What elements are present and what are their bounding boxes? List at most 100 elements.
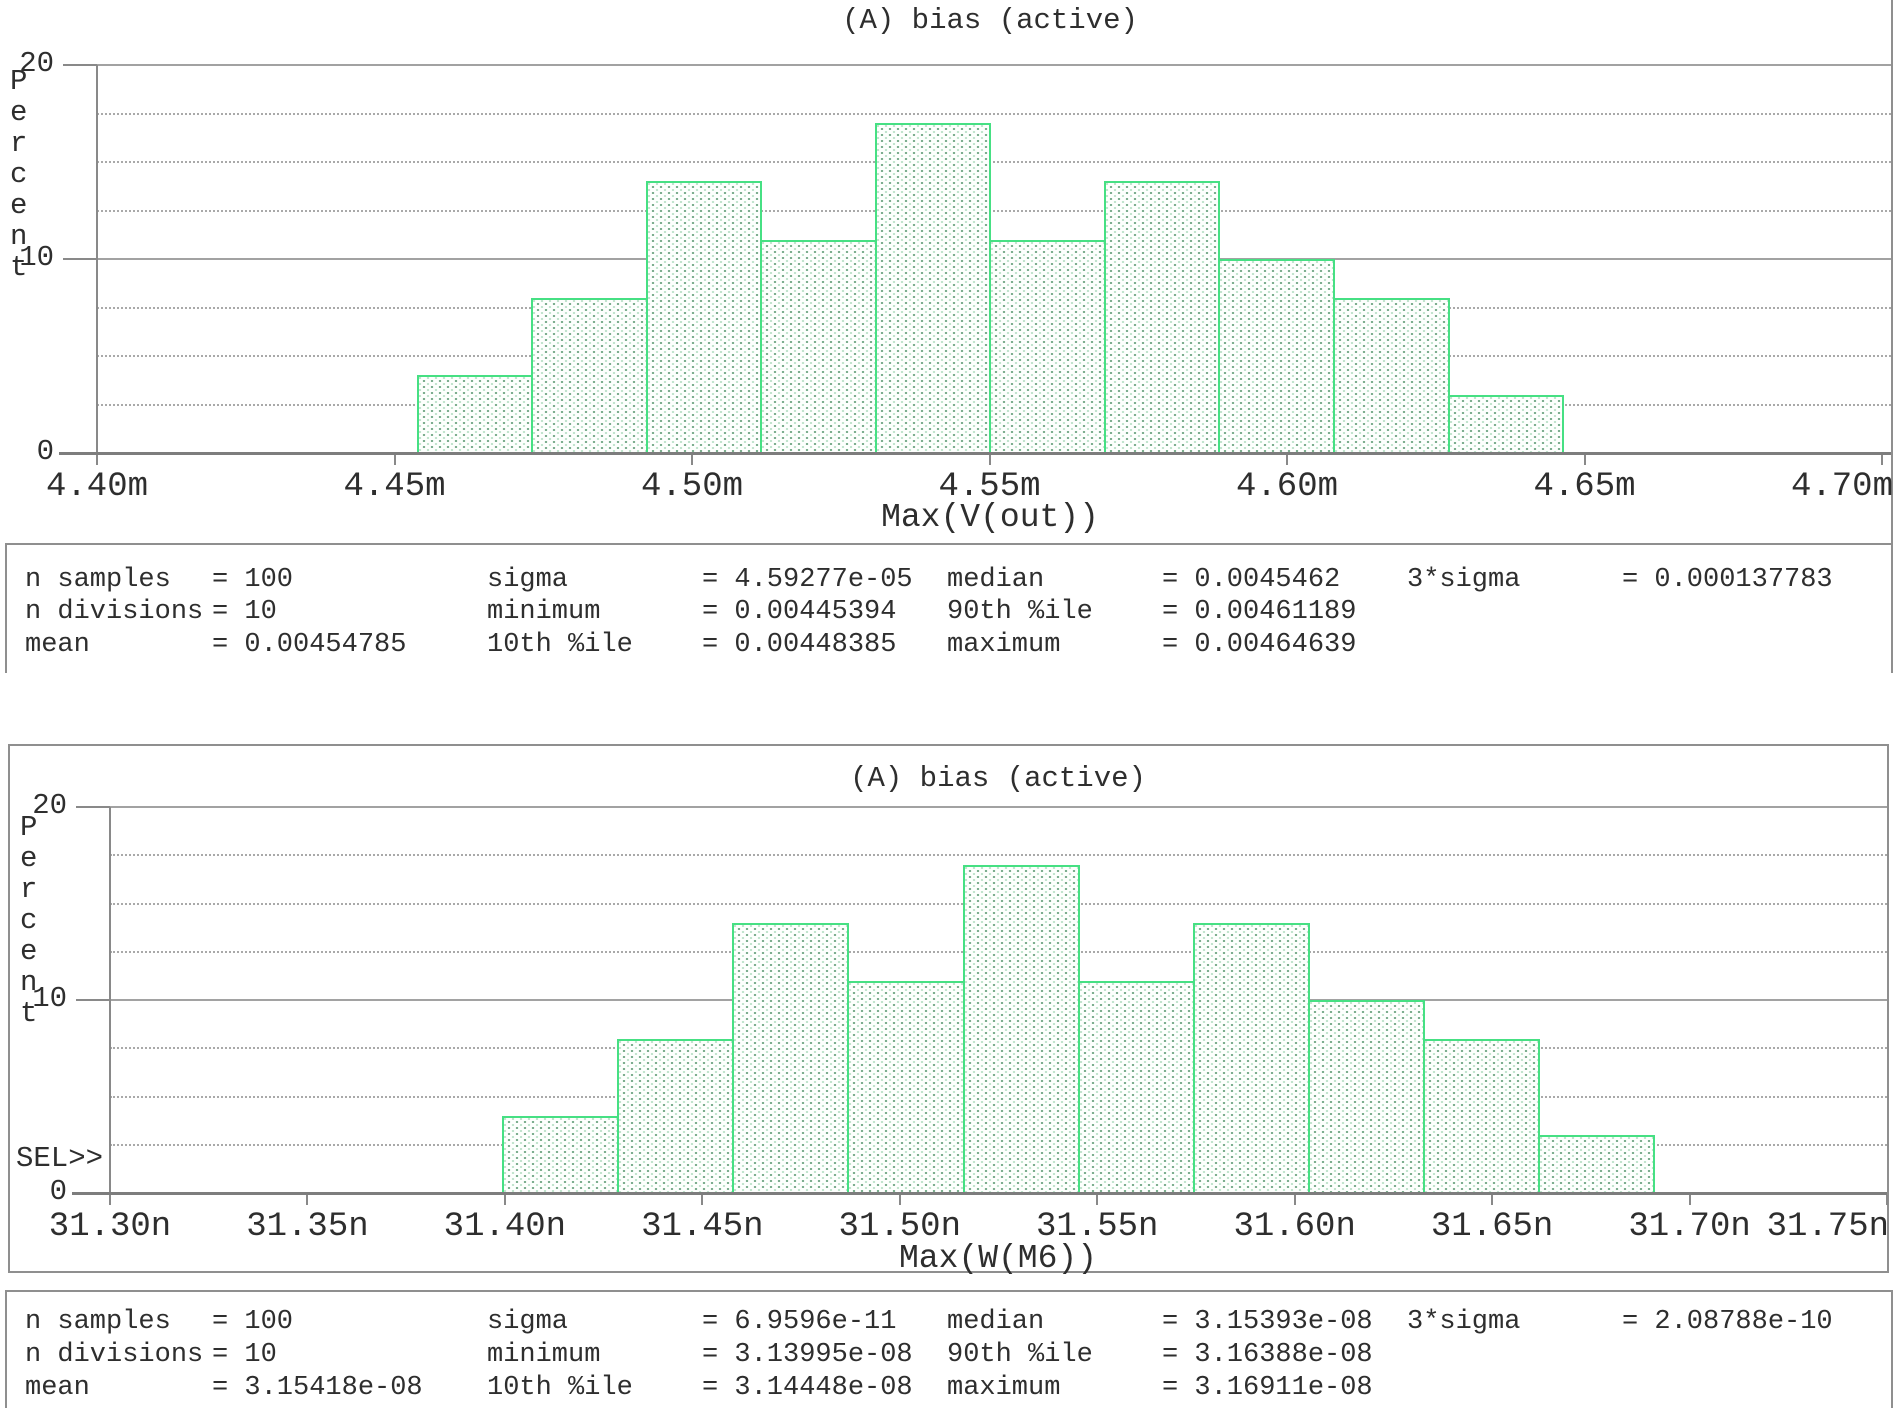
- stat-value: = 0.000137783: [1622, 565, 1833, 595]
- histogram-bar: [847, 980, 965, 1193]
- stat-label: n divisions: [25, 597, 204, 627]
- major-gridline: [110, 806, 1887, 808]
- stat-label: minimum: [487, 1340, 601, 1370]
- stat-value: = 0.00445394: [702, 597, 897, 627]
- y-tick-label: 0: [49, 1175, 67, 1208]
- minor-gridline: [97, 161, 1891, 163]
- y-tick: [63, 64, 97, 66]
- stat-label: 90th %ile: [947, 597, 1093, 627]
- x-tick: [1583, 455, 1586, 465]
- minor-gridline: [110, 854, 1887, 857]
- x-tick: [393, 455, 396, 465]
- sel-marker: SEL>>: [16, 1142, 104, 1175]
- stats-box: n samples = 100 sigma = 6.9596e-11 median = 3…: [5, 1290, 1893, 1408]
- histogram-bar: [1447, 394, 1564, 453]
- chart-title: (A) bias (active): [850, 762, 1146, 795]
- minor-gridline: [97, 112, 1891, 115]
- histogram-bar: [760, 239, 877, 453]
- stat-label: 3*sigma: [1407, 1307, 1521, 1337]
- x-tick: [1491, 1195, 1494, 1205]
- stat-value: = 3.14448e-08: [702, 1373, 913, 1403]
- y-tick: [76, 806, 110, 808]
- x-axis-title: Max(W(M6)): [898, 1240, 1098, 1277]
- x-tick-label: 31.50n: [838, 1208, 961, 1246]
- stat-value: = 0.00448385: [702, 630, 897, 660]
- x-tick-label: 31.65n: [1430, 1208, 1554, 1246]
- x-tick-label: 31.35n: [246, 1208, 369, 1246]
- stat-label: maximum: [947, 1373, 1061, 1403]
- y-tick-label: 10: [32, 982, 67, 1015]
- y-tick: [76, 999, 110, 1001]
- stat-label: 90th %ile: [947, 1340, 1093, 1370]
- x-tick: [988, 455, 991, 465]
- y-tick: [63, 258, 97, 260]
- minor-gridline: [97, 209, 1891, 212]
- top-pane-right-border: [1891, 0, 1893, 543]
- y-tick-label: 10: [19, 241, 54, 274]
- histogram-bar: [874, 123, 992, 453]
- stats-box: n samples = 100 sigma = 4.59277e-05 median = …: [5, 543, 1893, 673]
- stat-value: = 0.00461189: [1162, 597, 1357, 627]
- histogram-plot[interactable]: [110, 807, 1887, 1193]
- x-axis-title: Max(V(out)): [881, 499, 1099, 536]
- x-tick-label: 4.65m: [1533, 468, 1636, 506]
- x-tick-label: 4.60m: [1235, 468, 1339, 506]
- x-tick-label: 31.55n: [1036, 1208, 1159, 1246]
- stat-value: = 10: [212, 1340, 277, 1370]
- histogram-bar: [1103, 181, 1221, 453]
- stat-label: median: [947, 1307, 1045, 1337]
- stat-label: median: [947, 565, 1045, 595]
- x-tick: [1881, 455, 1883, 465]
- histogram-bar: [531, 297, 648, 453]
- y-axis-line: [96, 65, 98, 453]
- stat-label: n samples: [25, 565, 171, 595]
- stat-label: minimum: [487, 597, 601, 627]
- y-tick-label: 20: [19, 47, 54, 80]
- stat-value: = 4.59277e-05: [702, 565, 913, 595]
- stat-value: = 3.13995e-08: [702, 1340, 913, 1370]
- y-tick-label: 0: [36, 435, 54, 468]
- stat-label: mean: [25, 630, 90, 660]
- x-tick-label: 4.70m: [1790, 468, 1893, 506]
- x-tick: [1688, 1195, 1691, 1205]
- histogram-bar: [1423, 1038, 1541, 1193]
- histogram-bar: [1333, 297, 1450, 453]
- histogram-plot[interactable]: [97, 65, 1882, 453]
- x-tick: [306, 1195, 309, 1205]
- x-axis-line: [59, 452, 1891, 455]
- x-tick-label: 31.40n: [443, 1208, 567, 1246]
- histogram-bar: [501, 1115, 620, 1193]
- stat-value: = 10: [212, 597, 277, 627]
- x-tick: [691, 455, 693, 465]
- x-tick-label: 4.50m: [640, 468, 744, 506]
- histogram-bar: [416, 375, 534, 453]
- stat-label: mean: [25, 1373, 90, 1403]
- histogram-bar: [1307, 1000, 1426, 1193]
- stat-value: = 6.9596e-11: [702, 1307, 897, 1337]
- y-axis-label: Percent: [20, 811, 38, 1030]
- x-tick-label: 4.40m: [45, 468, 149, 506]
- x-tick: [1286, 455, 1288, 465]
- stat-label: 3*sigma: [1407, 565, 1521, 595]
- x-tick-label: 4.55m: [938, 468, 1041, 506]
- x-tick-label: 31.60n: [1233, 1208, 1356, 1246]
- stat-value: = 3.15418e-08: [212, 1373, 423, 1403]
- stat-label: sigma: [487, 1307, 569, 1337]
- x-tick: [701, 1195, 704, 1205]
- x-axis-line: [72, 1192, 1887, 1195]
- stat-label: n samples: [25, 1307, 171, 1337]
- stat-value: = 3.15393e-08: [1162, 1307, 1373, 1337]
- x-tick-label: 31.70n: [1628, 1208, 1751, 1246]
- x-tick: [1293, 1195, 1296, 1205]
- histogram-bar: [989, 239, 1106, 453]
- stat-label: sigma: [487, 565, 569, 595]
- histogram-bar: [1192, 922, 1310, 1193]
- x-tick: [1096, 1195, 1099, 1205]
- x-tick: [898, 1195, 901, 1205]
- x-tick-label: 4.45m: [343, 468, 446, 506]
- x-tick: [503, 1195, 506, 1205]
- stat-value: = 0.0045462: [1162, 565, 1341, 595]
- x-tick: [109, 1195, 111, 1205]
- x-tick-label: 31.30n: [48, 1208, 172, 1246]
- major-gridline: [97, 64, 1891, 66]
